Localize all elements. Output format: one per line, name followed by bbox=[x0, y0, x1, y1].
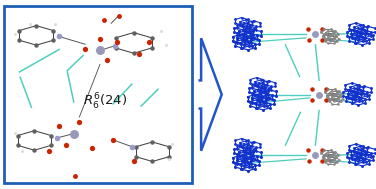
FancyBboxPatch shape bbox=[5, 6, 192, 183]
Text: $R_6^6(24)$: $R_6^6(24)$ bbox=[83, 92, 127, 112]
